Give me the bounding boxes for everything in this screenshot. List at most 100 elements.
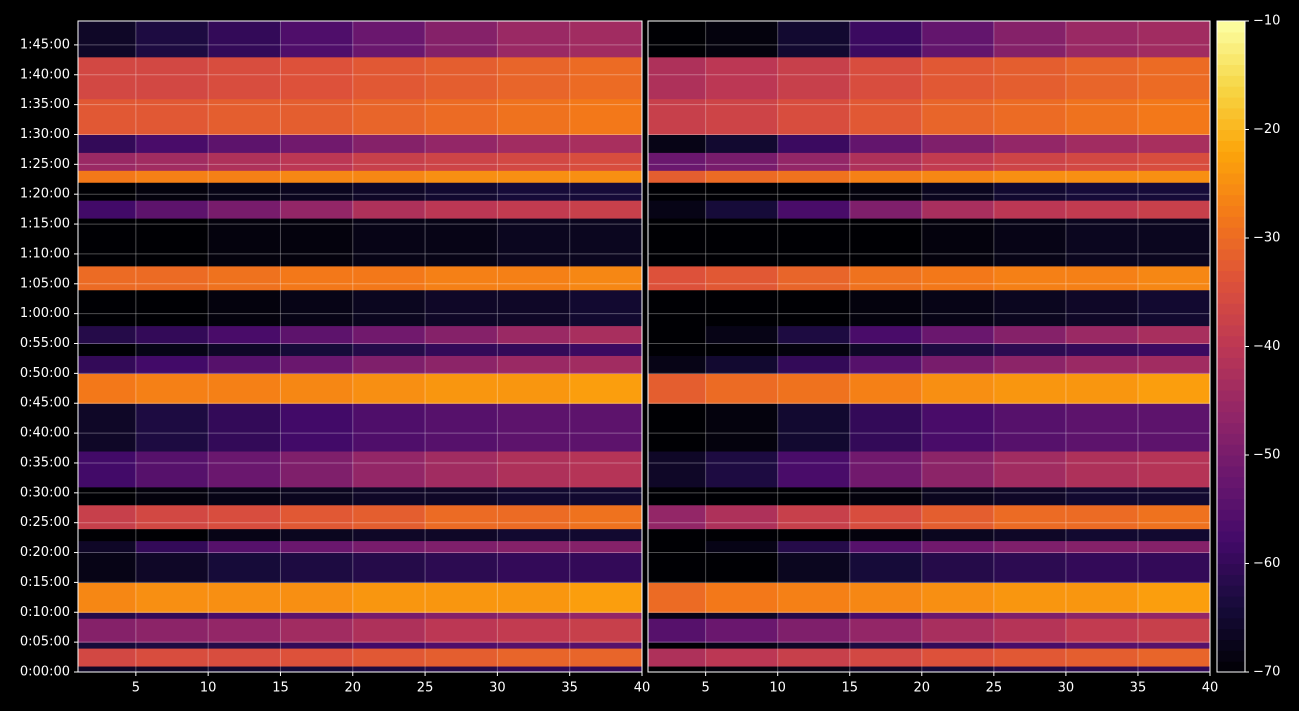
heatmap-cell [648,528,707,542]
heatmap-cell [921,182,995,201]
heatmap-cell [1137,486,1211,506]
heatmap-cell [208,612,281,619]
heatmap-cell [497,218,571,267]
heatmap-cell [208,343,281,356]
heatmap-cell [921,582,995,613]
heatmap-cell [648,451,707,488]
y-tick-label: 0:45:00 [20,396,70,411]
colorbar-segment [1217,205,1245,217]
plot-frame [647,20,1211,673]
heatmap-cell [78,265,137,291]
heatmap-cell [1137,582,1211,613]
heatmap-cell [208,200,281,219]
colorbar-segment [1217,389,1245,402]
heatmap-cell [777,355,851,374]
heatmap-cell [425,343,498,356]
heatmap-cell [777,134,851,153]
heatmap-cell [280,486,354,506]
heatmap-cell [208,618,281,643]
heatmap-cell [425,528,498,542]
heatmap-cell [280,403,354,452]
heatmap-cell [1137,182,1211,201]
heatmap-cell [569,612,643,619]
heatmap-cell [777,618,851,643]
heatmap-cell [993,666,1067,673]
heatmap-cell [648,403,707,452]
colorbar-segment [1217,303,1245,315]
heatmap-cell [208,451,281,488]
heatmap-cell [497,21,571,58]
heatmap-cell [352,56,426,100]
colorbar-segment [1217,487,1245,499]
heatmap-cell [352,134,426,153]
heatmap-cell [705,200,779,219]
heatmap-cell [993,642,1067,649]
heatmap-cell [1065,343,1139,356]
heatmap-cell [705,642,779,649]
heatmap-cell [705,504,779,530]
heatmap-cell [569,540,643,554]
heatmap-cell [1065,21,1139,58]
y-tick-label: 0:20:00 [20,545,70,560]
y-tick-label: 1:00:00 [20,306,70,321]
heatmap-cell [497,528,571,542]
heatmap-cell [1065,152,1139,171]
heatmap-cell [648,134,707,153]
heatmap-cell [280,642,354,649]
heatmap-cell [425,403,498,452]
colorbar-segment [1217,248,1245,261]
heatmap-cell [425,98,498,135]
heatmap-cell [497,552,571,583]
heatmap-cell [425,618,498,643]
heatmap-cell [849,666,923,673]
colorbar-segment [1217,42,1245,55]
heatmap-cell [1137,403,1211,452]
heatmap-cell [777,170,851,183]
heatmap-cell [569,218,643,267]
heatmap-cell [1137,642,1211,649]
heatmap-cell [569,200,643,219]
x-tick-label: 25 [417,681,434,696]
y-tick-label: 0:40:00 [20,426,70,441]
heatmap-cell [352,170,426,183]
colorbar-segment [1217,216,1245,228]
heatmap-cell [497,200,571,219]
heatmap-cell [352,289,426,327]
heatmap-cell [993,200,1067,219]
heatmap-cell [78,325,137,345]
heatmap-cell [705,289,779,327]
heatmap-cell [849,504,923,530]
heatmap-cell [135,325,209,345]
colorbar-segment [1217,53,1245,65]
heatmap-cell [78,540,137,554]
heatmap-cell [1065,265,1139,291]
heatmap-cell [777,289,851,327]
heatmap-cell [78,373,137,404]
heatmap-cell [921,504,995,530]
colorbar-segment [1217,183,1245,196]
heatmap-cell [648,182,707,201]
heatmap-cell [78,618,137,643]
heatmap-cell [135,289,209,327]
heatmap-cell [1137,355,1211,374]
heatmap-cell [135,218,209,267]
x-tick-label: 35 [1130,681,1147,696]
colorbar-segment [1217,639,1245,651]
heatmap-cell [78,56,137,100]
heatmap-cell [849,170,923,183]
heatmap-cell [648,325,707,345]
heatmap-cell [208,325,281,345]
heatmap-cell [921,200,995,219]
x-tick-label: 20 [344,681,361,696]
heatmap-cell [1065,56,1139,100]
heatmap-cell [135,152,209,171]
heatmap-cell [849,582,923,613]
heatmap-cell [569,582,643,613]
heatmap-cell [705,170,779,183]
colorbar-tick-label: −30 [1253,231,1280,246]
heatmap-cell [208,56,281,100]
heatmap-cell [135,355,209,374]
heatmap-cell [705,98,779,135]
heatmap-cell [569,451,643,488]
heatmap-cell [280,648,354,667]
